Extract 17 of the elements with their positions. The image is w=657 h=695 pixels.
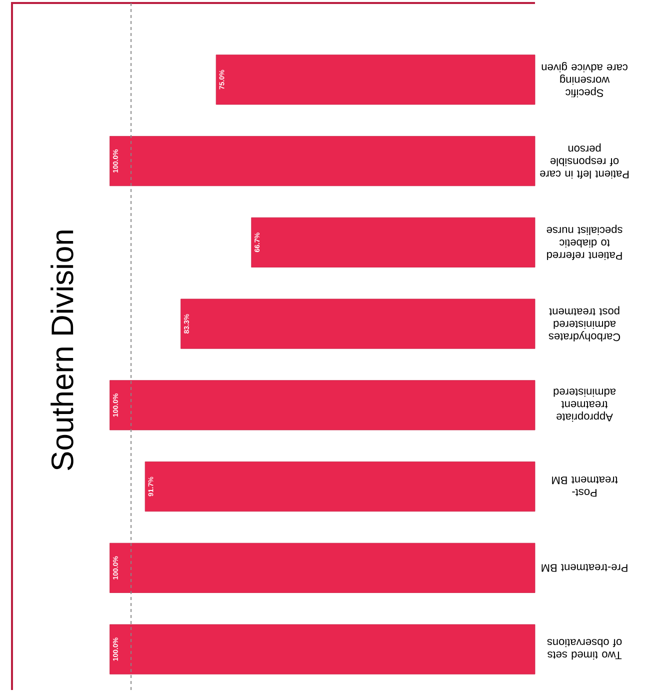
y-tick-label: Carbohydrates administered post treatment — [548, 306, 620, 342]
bar — [110, 136, 536, 186]
bar — [144, 462, 536, 512]
bar — [251, 217, 536, 268]
y-tick-label: Patient referred to diabetic specialist nurse — [546, 224, 622, 260]
y-tick-label: Specific worsening care advice given — [542, 62, 628, 98]
bar — [180, 298, 536, 349]
y-tick-label: Patient left in care of responsible person — [540, 143, 629, 179]
y-tick-label: Two timed sets of observations — [547, 639, 622, 660]
bar — [110, 624, 536, 674]
y-tick-label: Appropriate treatment administered — [554, 388, 616, 422]
y-tick-label: Pre-treatment BM — [542, 564, 628, 572]
bar — [110, 380, 536, 430]
bar — [110, 542, 536, 593]
bar — [216, 54, 536, 105]
y-tick-label: Post-treatment BM — [552, 476, 618, 497]
text: Southern Division — [50, 230, 74, 470]
